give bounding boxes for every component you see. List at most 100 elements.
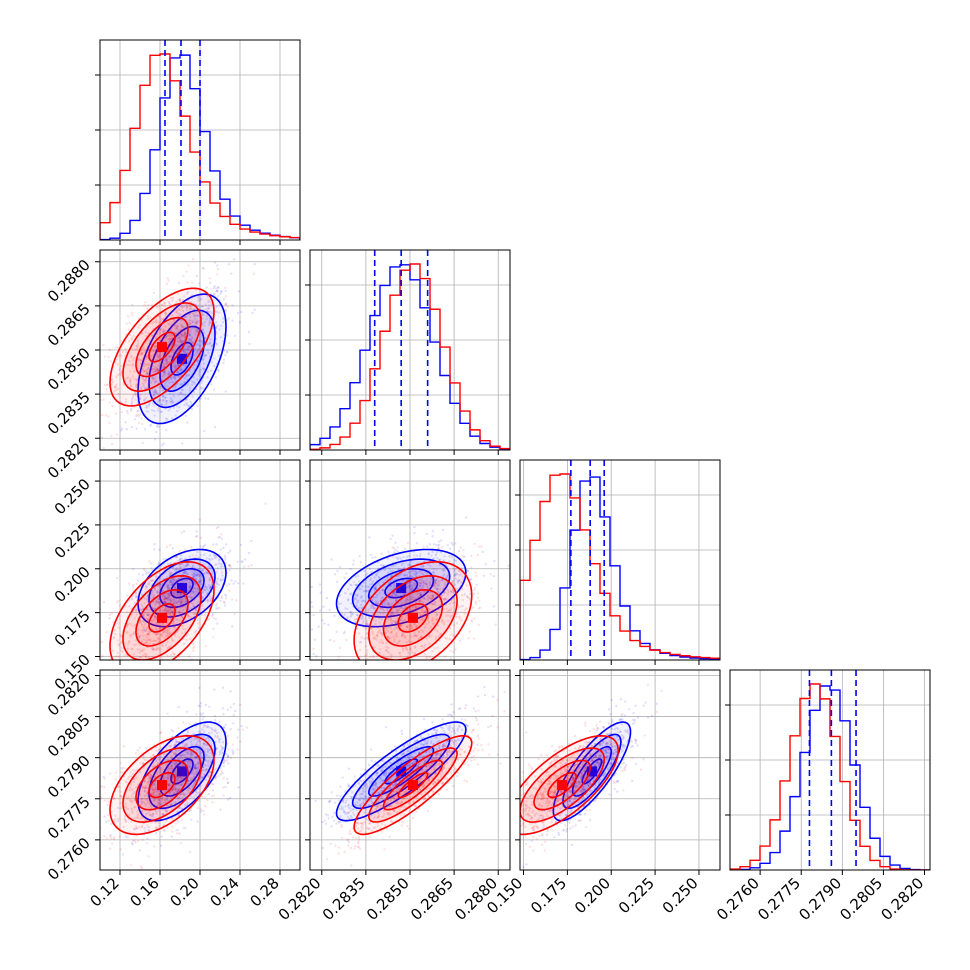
- scatter-point: [193, 583, 197, 587]
- scatter-point: [143, 514, 145, 516]
- scatter-point: [144, 569, 147, 572]
- scatter-point: [230, 272, 233, 275]
- scatter-point: [190, 546, 193, 549]
- scatter-point: [155, 379, 158, 383]
- scatter-point: [188, 386, 192, 389]
- scatter-point: [356, 599, 360, 602]
- scatter-point: [170, 609, 174, 612]
- scatter-point: [139, 608, 143, 611]
- scatter-point: [173, 378, 177, 381]
- scatter-point: [176, 820, 180, 823]
- scatter-point: [190, 281, 194, 284]
- scatter-point: [233, 258, 236, 261]
- scatter-point: [168, 392, 172, 396]
- scatter-point: [129, 409, 133, 412]
- scatter-point: [192, 645, 196, 648]
- scatter-point: [182, 571, 185, 575]
- scatter-point: [423, 676, 425, 678]
- scatter-point: [186, 348, 189, 351]
- scatter-point: [214, 555, 217, 558]
- scatter-point: [112, 636, 115, 639]
- scatter-point: [431, 595, 435, 598]
- scatter-point: [158, 601, 162, 604]
- scatter-point: [166, 612, 170, 615]
- scatter-point: [171, 547, 175, 550]
- scatter-point: [144, 381, 147, 384]
- scatter-point: [219, 565, 222, 568]
- scatter-point: [189, 596, 193, 600]
- scatter-point: [188, 338, 191, 341]
- scatter-point: [206, 600, 209, 603]
- scatter-point: [185, 579, 188, 582]
- scatter-point: [220, 571, 224, 574]
- scatter-point: [182, 274, 185, 278]
- scatter-point: [128, 633, 132, 637]
- scatter-point: [319, 591, 322, 594]
- scatter-point: [201, 340, 204, 343]
- scatter-point: [225, 543, 228, 546]
- scatter-point: [195, 378, 199, 381]
- scatter-point: [396, 558, 400, 561]
- scatter-point: [223, 601, 226, 605]
- scatter-point: [472, 588, 476, 592]
- scatter-point: [141, 650, 144, 653]
- scatter-point: [131, 375, 135, 378]
- scatter-point: [212, 287, 216, 290]
- scatter-point: [172, 393, 175, 396]
- scatter-point: [473, 542, 476, 546]
- scatter-point: [162, 629, 166, 632]
- scatter-point: [180, 305, 183, 308]
- scatter-point: [188, 581, 191, 584]
- scatter-point: [154, 387, 157, 390]
- scatter-point: [366, 585, 370, 589]
- scatter-point: [115, 389, 118, 392]
- scatter-point: [396, 550, 399, 553]
- scatter-point: [154, 633, 158, 636]
- scatter-point: [154, 633, 158, 636]
- scatter-point: [413, 570, 416, 573]
- scatter-point: [206, 348, 209, 352]
- scatter-point: [397, 556, 400, 559]
- scatter-point: [142, 384, 146, 387]
- scatter-point: [188, 345, 192, 349]
- scatter-point: [131, 303, 134, 307]
- scatter-point: [202, 367, 205, 371]
- scatter-point: [178, 618, 181, 621]
- scatter-point: [387, 550, 390, 554]
- scatter-point: [117, 599, 120, 603]
- scatter-point: [201, 328, 205, 331]
- scatter-point: [200, 297, 203, 300]
- scatter-point: [134, 347, 137, 351]
- scatter-point: [218, 557, 221, 561]
- scatter-point: [105, 630, 109, 634]
- scatter-point: [167, 322, 170, 326]
- scatter-point: [141, 331, 144, 335]
- scatter-point: [440, 539, 443, 542]
- scatter-point: [100, 641, 104, 644]
- scatter-point: [213, 688, 216, 691]
- scatter-point: [329, 638, 332, 642]
- scatter-point: [213, 719, 217, 722]
- scatter-point: [137, 342, 140, 345]
- scatter-point: [136, 409, 139, 413]
- scatter-point: [132, 357, 135, 360]
- scatter-point: [177, 336, 180, 340]
- scatter-point: [196, 573, 199, 576]
- scatter-point: [145, 371, 149, 374]
- scatter-point: [174, 325, 177, 328]
- scatter-point: [146, 613, 149, 616]
- scatter-point: [216, 577, 220, 580]
- scatter-point: [510, 569, 512, 571]
- scatter-point: [190, 337, 193, 340]
- scatter-point: [208, 277, 211, 280]
- scatter-point: [378, 684, 380, 686]
- scatter-point: [171, 660, 173, 662]
- scatter-point: [210, 361, 213, 364]
- scatter-point: [405, 555, 409, 558]
- scatter-point: [212, 575, 215, 578]
- scatter-point: [130, 402, 133, 406]
- scatter-point: [216, 294, 220, 298]
- scatter-point: [163, 600, 167, 604]
- scatter-point: [161, 590, 164, 593]
- scatter-point: [196, 404, 199, 408]
